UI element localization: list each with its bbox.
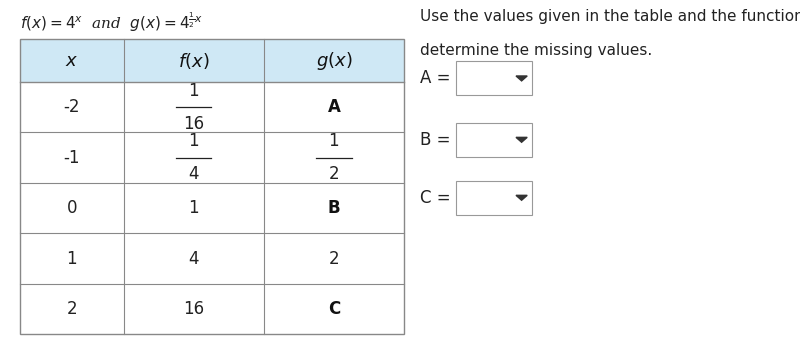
Bar (20, 284, 404, 334)
Text: Use the values given in the table and the functions to: Use the values given in the table and th… (420, 9, 800, 24)
Text: $\mathit{g}(x)$: $\mathit{g}(x)$ (316, 49, 352, 72)
Bar (20, 233, 404, 284)
Text: 1: 1 (66, 250, 77, 268)
Polygon shape (516, 76, 527, 81)
Text: A =: A = (420, 70, 450, 87)
Bar (20, 183, 404, 233)
Text: 1: 1 (189, 132, 199, 150)
Text: $\mathit{f}(x)$: $\mathit{f}(x)$ (178, 50, 210, 71)
Text: A: A (327, 98, 340, 116)
Bar (20, 39, 404, 82)
Text: 16: 16 (183, 115, 204, 133)
Text: C =: C = (420, 189, 450, 207)
Text: 1: 1 (329, 132, 339, 150)
Bar (456, 61, 532, 95)
Bar (20, 82, 404, 132)
Text: 1: 1 (189, 199, 199, 217)
Text: 2: 2 (329, 165, 339, 183)
Text: $\mathit{x}$: $\mathit{x}$ (66, 51, 78, 70)
Text: 16: 16 (183, 300, 204, 318)
Bar (20, 39, 404, 334)
Polygon shape (516, 195, 527, 200)
Text: B =: B = (420, 131, 450, 149)
Bar (456, 123, 532, 157)
Text: B: B (328, 199, 340, 217)
Bar (20, 132, 404, 183)
Text: 1: 1 (189, 82, 199, 100)
Text: 2: 2 (329, 250, 339, 268)
Text: $f(x) = 4^x$  and  $g(x) = 4^{\frac{1}{2}x}$: $f(x) = 4^x$ and $g(x) = 4^{\frac{1}{2}x… (20, 10, 203, 34)
Text: determine the missing values.: determine the missing values. (420, 43, 652, 58)
Polygon shape (516, 137, 527, 142)
Text: 4: 4 (189, 165, 199, 183)
Bar (456, 181, 532, 215)
Text: C: C (328, 300, 340, 318)
Text: 2: 2 (66, 300, 77, 318)
Text: 0: 0 (66, 199, 77, 217)
Text: 4: 4 (189, 250, 199, 268)
Text: -2: -2 (63, 98, 80, 116)
Text: -1: -1 (63, 149, 80, 167)
